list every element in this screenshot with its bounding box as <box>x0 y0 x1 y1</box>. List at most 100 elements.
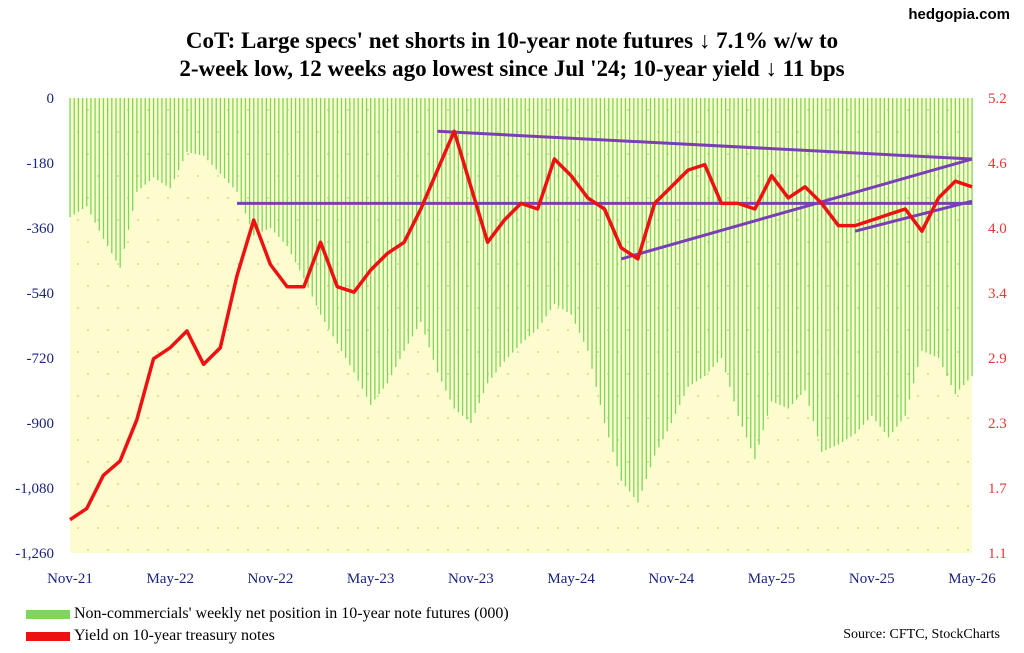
grid-dot <box>347 373 349 375</box>
net-position-bar <box>119 98 121 268</box>
grid-dot <box>427 373 429 375</box>
net-position-bar <box>470 98 472 423</box>
net-position-bar <box>687 98 689 387</box>
grid-dot <box>277 395 279 397</box>
grid-dot <box>497 395 499 397</box>
grid-dot <box>727 197 729 199</box>
grid-dot <box>857 307 859 309</box>
grid-dot <box>547 153 549 155</box>
net-position-bar <box>867 98 869 421</box>
grid-dot <box>317 439 319 441</box>
grid-dot <box>617 527 619 529</box>
net-position-bar <box>499 98 501 368</box>
grid-dot <box>407 461 409 463</box>
grid-dot <box>807 417 809 419</box>
grid-dot <box>927 197 929 199</box>
net-position-bar <box>190 98 192 154</box>
grid-dot <box>367 285 369 287</box>
net-position-bar <box>871 98 873 416</box>
grid-dot <box>877 307 879 309</box>
net-position-bar <box>357 98 359 381</box>
grid-dot <box>817 439 819 441</box>
grid-dot <box>527 285 529 287</box>
grid-dot <box>337 351 339 353</box>
net-position-bar <box>545 98 547 317</box>
grid-dot <box>427 505 429 507</box>
grid-dot <box>207 329 209 331</box>
grid-dot <box>797 527 799 529</box>
grid-dot <box>207 241 209 243</box>
grid-dot <box>567 373 569 375</box>
grid-dot <box>807 197 809 199</box>
grid-dot <box>917 439 919 441</box>
grid-dot <box>227 197 229 199</box>
grid-dot <box>957 131 959 133</box>
net-position-bar <box>833 98 835 447</box>
grid-dot <box>87 417 89 419</box>
grid-dot <box>747 505 749 507</box>
net-position-bar <box>967 98 969 381</box>
grid-dot <box>97 219 99 221</box>
net-position-bar <box>750 98 752 449</box>
grid-dot <box>237 439 239 441</box>
grid-dot <box>947 417 949 419</box>
grid-dot <box>557 351 559 353</box>
grid-dot <box>537 351 539 353</box>
net-position-bar <box>148 98 151 182</box>
grid-dot <box>947 549 949 551</box>
grid-dot <box>797 351 799 353</box>
grid-dot <box>417 395 419 397</box>
grid-dot <box>217 263 219 265</box>
net-position-bar <box>441 98 443 382</box>
grid-dot <box>127 285 129 287</box>
net-position-bar <box>315 98 318 306</box>
grid-dot <box>927 241 929 243</box>
left-axis: 0 -180 -360 -540 -720 -900 -1,080 -1,260 <box>15 91 54 562</box>
net-position-bar <box>779 98 781 405</box>
grid-dot <box>397 483 399 485</box>
grid-dot <box>177 263 179 265</box>
grid-dot <box>317 219 319 221</box>
grid-dot <box>247 153 249 155</box>
net-position-bar <box>257 98 259 234</box>
grid-dot <box>537 527 539 529</box>
grid-dot <box>307 549 309 551</box>
yield-line <box>69 129 973 522</box>
net-position-bar <box>741 98 744 427</box>
net-position-bar <box>808 98 810 406</box>
grid-dot <box>227 241 229 243</box>
grid-dot <box>287 461 289 463</box>
grid-dot <box>267 241 269 243</box>
grid-dot <box>807 505 809 507</box>
net-position-bar <box>340 98 343 351</box>
net-position-bar <box>616 98 618 467</box>
grid-dot <box>317 527 319 529</box>
grid-dot <box>257 527 259 529</box>
grid-dot <box>247 505 249 507</box>
grid-dot <box>177 175 179 177</box>
net-position-bar <box>900 98 902 422</box>
net-position-bar <box>570 98 572 315</box>
grid-dot <box>217 131 219 133</box>
grid-dot <box>547 417 549 419</box>
net-position-bar <box>825 98 827 451</box>
net-position-bar <box>236 98 238 192</box>
grid-dot <box>177 439 179 441</box>
grid-dot <box>287 505 289 507</box>
grid-dot <box>857 351 859 353</box>
grid-dot <box>327 417 329 419</box>
x-axis: Nov-21 May-22 Nov-22 May-23 Nov-23 May-24 Nov-… <box>47 571 996 587</box>
grid-dot <box>637 527 639 529</box>
grid-dot <box>647 549 649 551</box>
grid-dot <box>127 549 129 551</box>
right-tick-label: 5.2 <box>988 91 1007 107</box>
net-position-bar <box>194 98 196 154</box>
net-position-bar <box>248 98 251 225</box>
grid-dot <box>417 175 419 177</box>
net-position-bar <box>495 98 497 373</box>
grid-dot <box>577 483 579 485</box>
grid-dot <box>277 307 279 309</box>
grid-dot <box>727 417 729 419</box>
net-position-bar <box>612 98 614 452</box>
grid-dot <box>577 351 579 353</box>
